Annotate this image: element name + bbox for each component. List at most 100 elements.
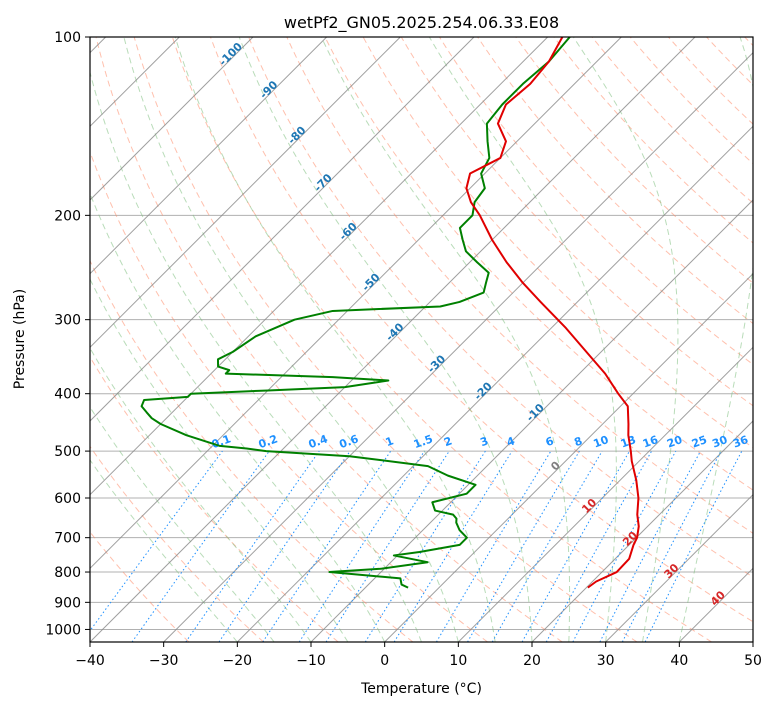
isotherm: [90, 37, 254, 201]
dry-adiabat: [90, 445, 264, 642]
dry-adiabat: [515, 37, 753, 284]
dry-adiabat: [324, 37, 753, 491]
mixing-ratio-label: 20: [665, 433, 684, 451]
mixing-ratio-label: 0.4: [307, 432, 330, 451]
isotherms: [90, 37, 753, 642]
y-tick-label: 1000: [45, 622, 81, 638]
y-tick-label: 900: [54, 595, 81, 611]
y-tick-label: 500: [54, 444, 81, 460]
mixing-ratio-line: [491, 450, 603, 642]
moist-adiabat: [174, 37, 496, 642]
moist-adiabat: [320, 37, 571, 642]
mixing-ratio-line: [364, 450, 486, 642]
mixing-ratio-label: 1.5: [412, 432, 435, 451]
moist-adiabat: [90, 406, 275, 642]
plot-frame: [89, 36, 754, 643]
dry-adiabat: [248, 37, 753, 578]
y-axis: 1000 900 800 700 600 500 400 300 200 100: [45, 30, 90, 638]
y-tick-label: 400: [54, 387, 81, 403]
isotherm: [90, 37, 328, 275]
dry-adiabats: [90, 37, 753, 642]
mixing-ratio-label: 25: [690, 433, 709, 450]
isotherm: [90, 37, 696, 642]
mixing-ratio-label: 4: [505, 434, 517, 449]
x-tick-label: 50: [744, 653, 762, 669]
chart-title: wetPf2_GN05.2025.254.06.33.E08: [284, 13, 559, 33]
dry-adiabat: [95, 37, 563, 642]
x-tick-label: 10: [449, 653, 467, 669]
y-tick-label: 100: [54, 30, 81, 46]
mixing-ratio-label: 36: [731, 433, 750, 451]
mixing-ratio-line: [325, 450, 450, 642]
x-axis-title: Temperature (°C): [360, 681, 482, 697]
isotherm: [605, 493, 753, 642]
mixing-ratio-line: [218, 450, 351, 642]
mixing-ratio-label: 0.2: [257, 432, 280, 451]
isotherm: [90, 37, 401, 349]
moist-adiabat: [90, 278, 349, 642]
dry-adiabat: [210, 37, 753, 623]
sounding-profiles: [140, 37, 640, 589]
mixing-ratio-label: 3: [478, 434, 490, 449]
mixing-ratio-label: 10: [592, 433, 611, 451]
isotherm: [90, 37, 622, 570]
isotherm: [310, 199, 753, 642]
mixing-ratio-label: 8: [572, 434, 584, 449]
x-tick-label: 20: [523, 653, 541, 669]
mixing-ratio-line: [545, 450, 653, 642]
x-axis: −40 −30 −20 −10 0 10 20 30 40 50: [75, 642, 762, 669]
mixing-ratio-label: 2: [442, 434, 454, 449]
moist-adiabat: [123, 37, 459, 642]
moist-adiabat: [90, 70, 422, 642]
isotherm: [384, 272, 753, 642]
dry-adiabat: [133, 37, 638, 642]
mixing-ratio-label: 1: [384, 434, 396, 449]
dry-adiabat: [477, 37, 753, 325]
mixing-ratio-label: 0.6: [338, 432, 361, 451]
dry-adiabat: [629, 37, 753, 165]
mixing-ratio-line: [572, 450, 677, 642]
dry-adiabat: [591, 37, 753, 204]
mixing-ratio-line: [393, 450, 513, 642]
mixing-ratio-line: [435, 450, 552, 642]
moist-adiabat: [678, 37, 753, 642]
x-tick-label: −40: [75, 653, 105, 669]
moist-adiabat: [238, 37, 533, 642]
mixing-ratio-line: [185, 450, 320, 642]
mixing-ratio-line: [131, 450, 270, 642]
x-tick-label: −20: [223, 653, 253, 669]
moist-adiabat: [90, 459, 238, 642]
dry-adiabat: [90, 259, 414, 642]
isotherm: [90, 37, 475, 422]
x-tick-label: 0: [380, 653, 389, 669]
dry-adiabat: [400, 37, 753, 407]
mixing-ratio-line: [90, 450, 223, 632]
x-tick-label: −30: [149, 653, 179, 669]
mixing-ratio-line: [467, 450, 580, 642]
x-tick-label: 40: [670, 653, 688, 669]
x-tick-label: 30: [597, 653, 615, 669]
y-tick-label: 800: [54, 565, 81, 581]
y-tick-label: 700: [54, 531, 81, 547]
y-tick-label: 300: [54, 313, 81, 329]
isotherm: [90, 37, 549, 496]
moist-adiabat: [428, 37, 617, 642]
isotherm: [531, 420, 753, 642]
plot-area: 0.1 0.2 0.4 0.6 1 1.5 2 3 4 6 8 10 13 16 20 25 30 36 -100…: [90, 37, 753, 642]
y-axis-title: Pressure (hPa): [12, 289, 28, 389]
mixing-ratio-label: 13: [619, 433, 638, 450]
isotherm: [457, 346, 753, 642]
isotherm: [163, 51, 753, 642]
mixing-ratio-line: [521, 450, 630, 642]
mixing-ratio-lines: [90, 450, 743, 642]
dry-adiabat: [171, 37, 712, 642]
isotherm: [236, 125, 753, 642]
dewpoint-line: [140, 37, 571, 589]
mixing-ratio-label: 6: [544, 434, 556, 449]
mixing-ratio-labels: 0.1 0.2 0.4 0.6 1 1.5 2 3 4 6 8 10 13 16 20 25 30 36: [210, 432, 750, 451]
mixing-ratio-label: 30: [710, 433, 729, 451]
temperature-line: [465, 37, 640, 589]
y-tick-label: 600: [54, 491, 81, 507]
